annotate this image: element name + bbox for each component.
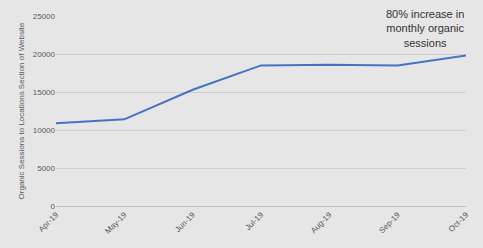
svg-text:May-19: May-19 bbox=[103, 210, 129, 236]
svg-text:15000: 15000 bbox=[33, 88, 56, 97]
svg-text:Sep-19: Sep-19 bbox=[377, 210, 402, 235]
svg-text:Oct-19: Oct-19 bbox=[447, 210, 471, 234]
svg-text:Jun-19: Jun-19 bbox=[173, 210, 197, 234]
svg-text:Jul-19: Jul-19 bbox=[243, 210, 265, 232]
svg-text:80% increase inmonthly organic: 80% increase inmonthly organicsessions bbox=[386, 8, 464, 49]
svg-text:20000: 20000 bbox=[33, 50, 56, 59]
svg-text:Organic Sessions to Locations: Organic Sessions to Locations Section of… bbox=[17, 22, 26, 199]
svg-text:0: 0 bbox=[51, 202, 56, 211]
svg-text:Apr-19: Apr-19 bbox=[37, 210, 61, 234]
svg-text:10000: 10000 bbox=[33, 126, 56, 135]
svg-text:5000: 5000 bbox=[37, 164, 55, 173]
svg-text:Aug-19: Aug-19 bbox=[309, 210, 334, 235]
svg-text:25000: 25000 bbox=[33, 12, 56, 21]
